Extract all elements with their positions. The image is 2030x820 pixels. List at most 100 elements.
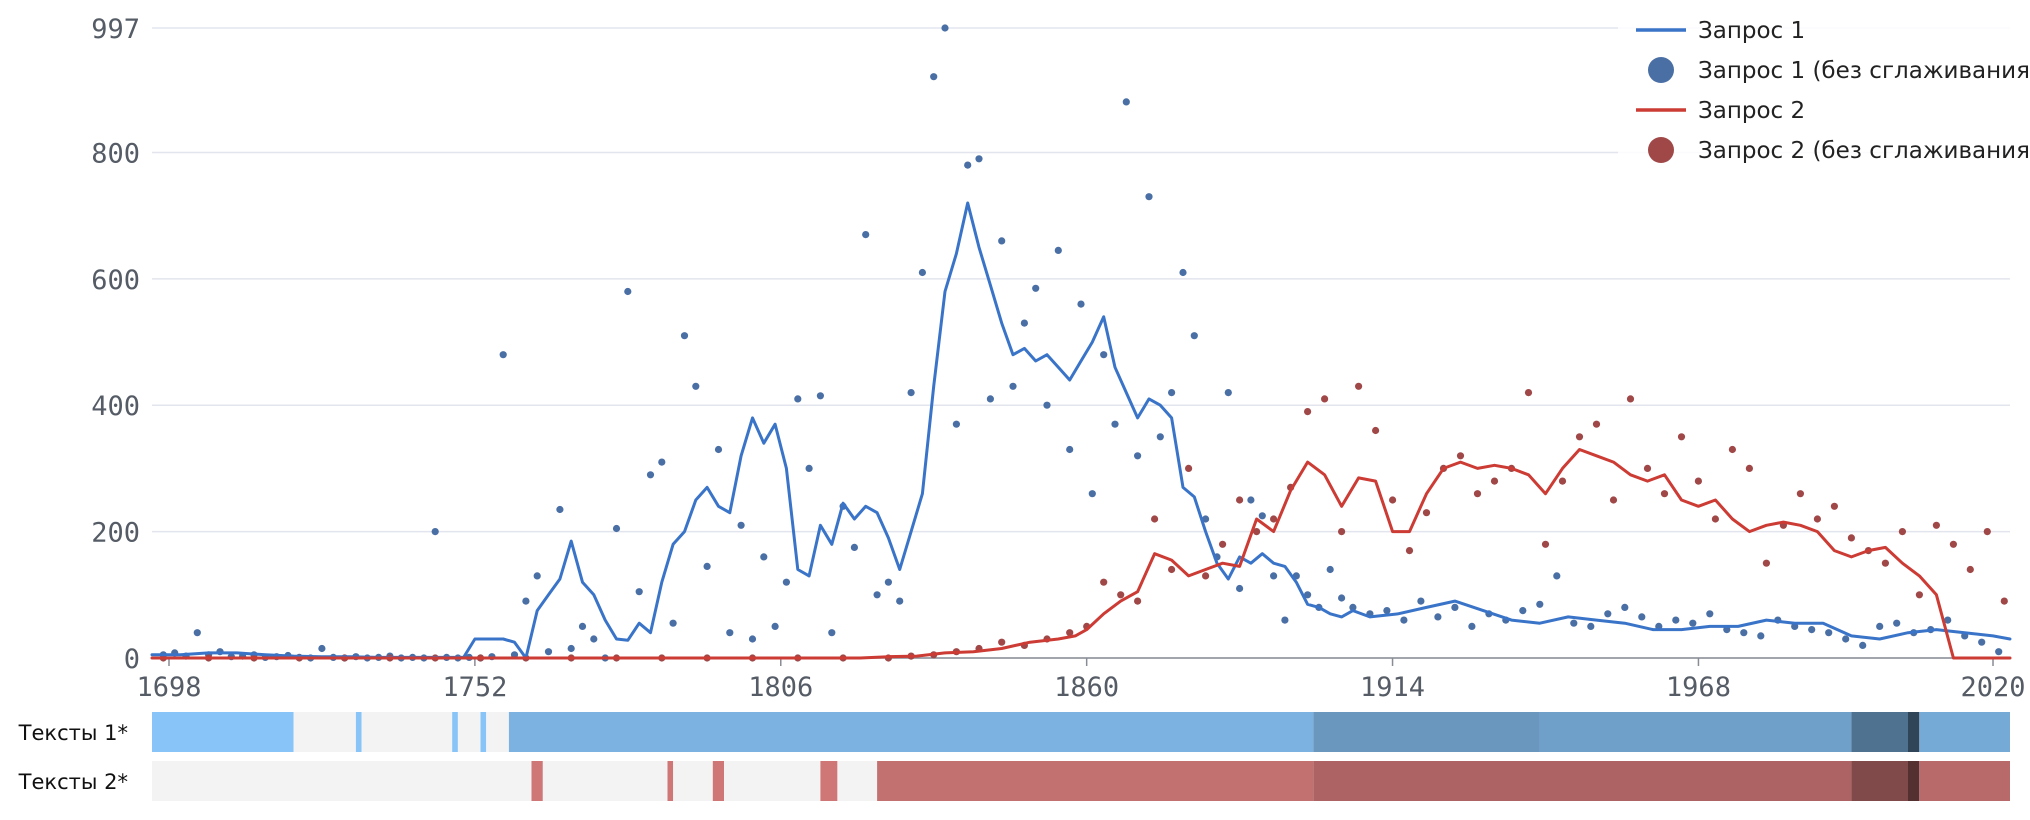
data-point[interactable]: [964, 161, 972, 169]
data-point[interactable]: [1451, 603, 1459, 612]
data-point[interactable]: [941, 24, 949, 32]
data-point[interactable]: [1304, 591, 1312, 599]
data-point[interactable]: [1434, 613, 1442, 621]
data-point[interactable]: [1224, 389, 1232, 397]
data-point[interactable]: [1796, 490, 1804, 498]
data-point[interactable]: [1202, 515, 1210, 523]
data-point[interactable]: [499, 351, 507, 359]
data-point[interactable]: [1338, 528, 1346, 536]
data-point[interactable]: [1808, 626, 1816, 634]
data-point[interactable]: [1949, 540, 1957, 548]
data-point[interactable]: [533, 572, 541, 580]
data-point[interactable]: [1932, 521, 1940, 529]
data-point[interactable]: [1236, 496, 1244, 504]
data-point[interactable]: [1054, 246, 1062, 254]
data-point[interactable]: [1626, 395, 1635, 403]
data-point[interactable]: [1553, 572, 1561, 580]
data-point[interactable]: [1304, 408, 1312, 416]
data-point[interactable]: [635, 588, 643, 596]
data-point[interactable]: [646, 471, 655, 479]
data-point[interactable]: [998, 237, 1006, 245]
data-point[interactable]: [1677, 433, 1686, 441]
data-point[interactable]: [1066, 445, 1074, 454]
data-point[interactable]: [1043, 401, 1051, 409]
data-point[interactable]: [1088, 490, 1096, 498]
data-point[interactable]: [1575, 433, 1584, 441]
legend[interactable]: Запрос 1 Запрос 1 (без сглаживания) Запрос…: [1618, 8, 2030, 170]
data-point[interactable]: [1876, 622, 1884, 631]
data-point[interactable]: [1326, 565, 1334, 574]
data-point[interactable]: [1168, 389, 1176, 397]
data-point[interactable]: [1995, 648, 2003, 656]
data-point[interactable]: [703, 562, 711, 571]
data-point[interactable]: [1915, 591, 1923, 599]
data-point[interactable]: [1604, 610, 1612, 618]
data-point[interactable]: [1898, 528, 1906, 536]
data-point[interactable]: [1134, 597, 1142, 605]
data-point[interactable]: [1672, 616, 1680, 624]
data-point[interactable]: [1468, 622, 1476, 631]
data-point[interactable]: [1156, 433, 1164, 441]
data-point[interactable]: [612, 524, 621, 533]
plot-area[interactable]: [150, 24, 2012, 662]
data-point[interactable]: [1587, 622, 1595, 631]
data-point[interactable]: [1966, 565, 1974, 574]
data-point[interactable]: [1592, 420, 1601, 428]
series-line[interactable]: [150, 201, 2012, 660]
data-point[interactable]: [1145, 193, 1153, 201]
series-line[interactable]: [150, 448, 2012, 660]
data-point[interactable]: [1179, 268, 1187, 277]
data-point[interactable]: [680, 332, 689, 340]
data-point[interactable]: [1355, 382, 1363, 390]
data-point[interactable]: [1111, 420, 1119, 428]
data-point[interactable]: [658, 458, 666, 466]
data-point[interactable]: [862, 231, 870, 239]
legend-item[interactable]: Запрос 1: [1636, 18, 1805, 44]
data-point[interactable]: [1270, 572, 1278, 580]
data-point[interactable]: [1219, 540, 1227, 548]
data-point[interactable]: [1190, 332, 1198, 340]
data-point[interactable]: [1570, 619, 1578, 627]
data-point[interactable]: [1349, 603, 1357, 612]
data-point[interactable]: [1706, 610, 1714, 618]
data-point[interactable]: [1389, 496, 1397, 504]
data-point[interactable]: [737, 521, 745, 529]
data-point[interactable]: [975, 155, 983, 163]
data-point[interactable]: [782, 578, 791, 586]
legend-item[interactable]: Запрос 2: [1636, 98, 1805, 124]
data-point[interactable]: [930, 73, 938, 81]
data-point[interactable]: [1253, 528, 1261, 536]
legend-item[interactable]: Запрос 2 (без сглаживания): [1648, 137, 2030, 164]
data-point[interactable]: [1859, 641, 1867, 650]
data-point[interactable]: [1541, 540, 1550, 548]
data-point[interactable]: [1558, 477, 1567, 485]
data-point[interactable]: [1893, 619, 1901, 627]
data-point[interactable]: [1338, 594, 1346, 602]
data-point[interactable]: [1405, 547, 1414, 555]
data-point[interactable]: [692, 382, 700, 390]
data-point[interactable]: [318, 644, 326, 653]
data-point[interactable]: [1728, 445, 1736, 454]
data-point[interactable]: [567, 644, 575, 653]
data-point[interactable]: [1066, 629, 1074, 637]
data-point[interactable]: [1134, 452, 1142, 460]
data-point[interactable]: [748, 635, 757, 643]
data-point[interactable]: [907, 389, 915, 397]
data-point[interactable]: [2000, 597, 2008, 605]
data-point[interactable]: [998, 638, 1006, 646]
data-point[interactable]: [805, 464, 813, 472]
data-point[interactable]: [714, 445, 723, 454]
data-point[interactable]: [1842, 635, 1850, 643]
data-point[interactable]: [1813, 515, 1821, 523]
data-point[interactable]: [624, 287, 632, 296]
data-point[interactable]: [1830, 502, 1838, 510]
legend-item[interactable]: Запрос 1 (без сглаживания): [1648, 57, 2030, 84]
data-point[interactable]: [1745, 464, 1753, 472]
data-point[interactable]: [1383, 607, 1391, 615]
data-point[interactable]: [771, 622, 779, 631]
data-point[interactable]: [1020, 319, 1028, 327]
data-point[interactable]: [1524, 389, 1533, 397]
data-point[interactable]: [1281, 616, 1289, 624]
data-point[interactable]: [1247, 496, 1255, 504]
data-point[interactable]: [726, 629, 734, 637]
